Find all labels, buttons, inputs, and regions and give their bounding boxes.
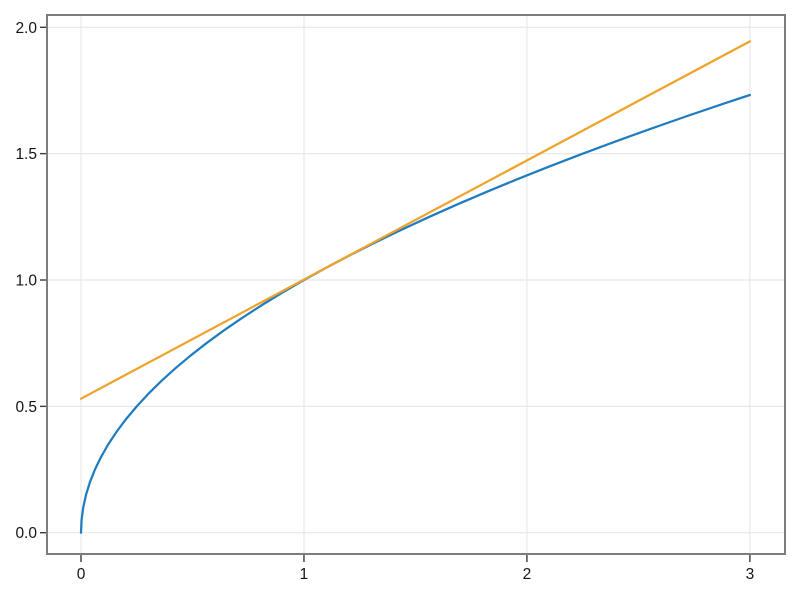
x-tick-label-3: 3 [746,566,755,583]
x-tick-label-0: 0 [77,566,86,583]
axis-frame [46,14,786,555]
sqrt-curve-line [79,93,752,534]
x-tick-label-1: 1 [300,566,309,583]
y-tick-label-3: 1.5 [15,146,37,163]
x-tick-label-2: 2 [523,566,532,583]
y-tick-label-4: 2.0 [15,20,37,37]
y-tick-label-1: 0.5 [15,399,37,416]
tangent-line-line [79,40,752,400]
y-tick-label-0: 0.0 [15,525,37,542]
y-tick-label-2: 1.0 [15,273,37,290]
